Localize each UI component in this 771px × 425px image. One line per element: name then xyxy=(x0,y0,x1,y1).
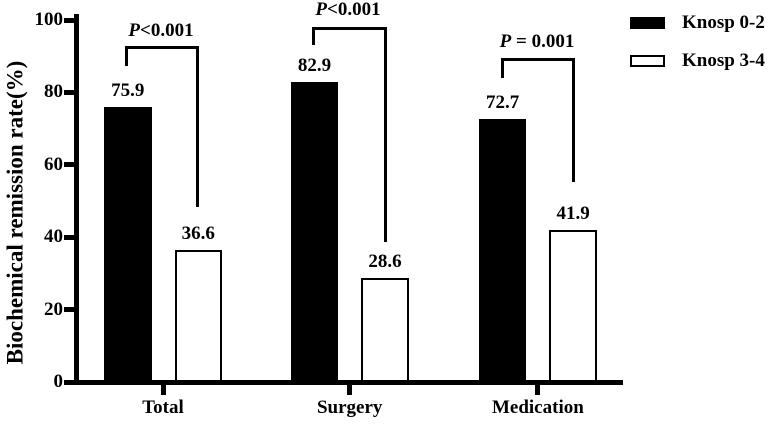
p-value-prefix: P xyxy=(128,20,141,41)
p-value-label: P<0.001 xyxy=(81,20,241,42)
significance-bracket-top xyxy=(125,46,199,49)
x-tick xyxy=(535,385,541,395)
significance-bracket-right xyxy=(196,46,199,207)
y-tick xyxy=(64,379,75,385)
bar-knosp-0-2-medication xyxy=(478,118,527,382)
y-tick-label: 20 xyxy=(44,298,63,320)
legend-label-knosp-0-2: Knosp 0-2 xyxy=(682,12,765,33)
y-tick-label: 80 xyxy=(44,81,63,103)
bar-knosp-0-2-total xyxy=(104,107,152,382)
significance-bracket-right xyxy=(384,27,387,242)
p-value-prefix: P xyxy=(499,31,512,52)
x-category-label: Medication xyxy=(491,397,584,418)
legend-label-knosp-3-4: Knosp 3-4 xyxy=(682,50,765,71)
p-value-text: = 0.001 xyxy=(511,31,575,52)
y-tick-label: 60 xyxy=(44,153,63,175)
y-tick xyxy=(64,17,75,23)
x-category-label: Total xyxy=(142,397,184,418)
legend-swatch-knosp-3-4 xyxy=(630,55,665,67)
y-tick xyxy=(64,162,75,168)
x-tick xyxy=(347,385,353,395)
x-axis-line xyxy=(74,380,623,385)
bar-value-label: 72.7 xyxy=(486,91,520,113)
y-tick-label: 100 xyxy=(34,9,64,30)
y-tick xyxy=(64,234,75,240)
p-value-text: <0.001 xyxy=(327,0,381,20)
y-axis-line xyxy=(74,14,79,385)
bar-knosp-3-4-medication xyxy=(549,230,597,382)
p-value-prefix: P xyxy=(315,0,328,20)
significance-bracket-top xyxy=(501,58,575,61)
bar-knosp-3-4-surgery xyxy=(361,278,409,382)
bar-knosp-0-2-surgery xyxy=(290,81,339,382)
x-tick xyxy=(160,385,166,395)
y-tick xyxy=(64,89,75,95)
bar-value-label: 82.9 xyxy=(297,54,332,76)
p-value-label: P<0.001 xyxy=(268,0,428,21)
bar-value-label: 28.6 xyxy=(368,251,402,273)
y-tick-label: 40 xyxy=(44,226,63,248)
p-value-text: <0.001 xyxy=(140,20,194,41)
p-value-label: P = 0.001 xyxy=(457,31,617,53)
legend-item-knosp-3-4: Knosp 3-4 xyxy=(630,49,765,73)
significance-bracket-left xyxy=(501,58,504,78)
bar-knosp-3-4-total xyxy=(174,249,222,382)
y-tick-label: 0 xyxy=(53,371,64,392)
significance-bracket-left xyxy=(125,46,128,66)
significance-bracket-left xyxy=(312,27,315,45)
legend-swatch-knosp-0-2 xyxy=(630,17,665,29)
bar-value-label: 41.9 xyxy=(556,203,590,225)
bar-value-label: 75.9 xyxy=(111,80,145,102)
bar-value-label: 36.6 xyxy=(181,222,215,244)
x-category-label: Surgery xyxy=(316,397,383,418)
y-tick xyxy=(64,307,75,313)
legend-item-knosp-0-2: Knosp 0-2 xyxy=(630,11,765,35)
significance-bracket-top xyxy=(312,27,387,30)
significance-bracket-right xyxy=(572,58,575,182)
